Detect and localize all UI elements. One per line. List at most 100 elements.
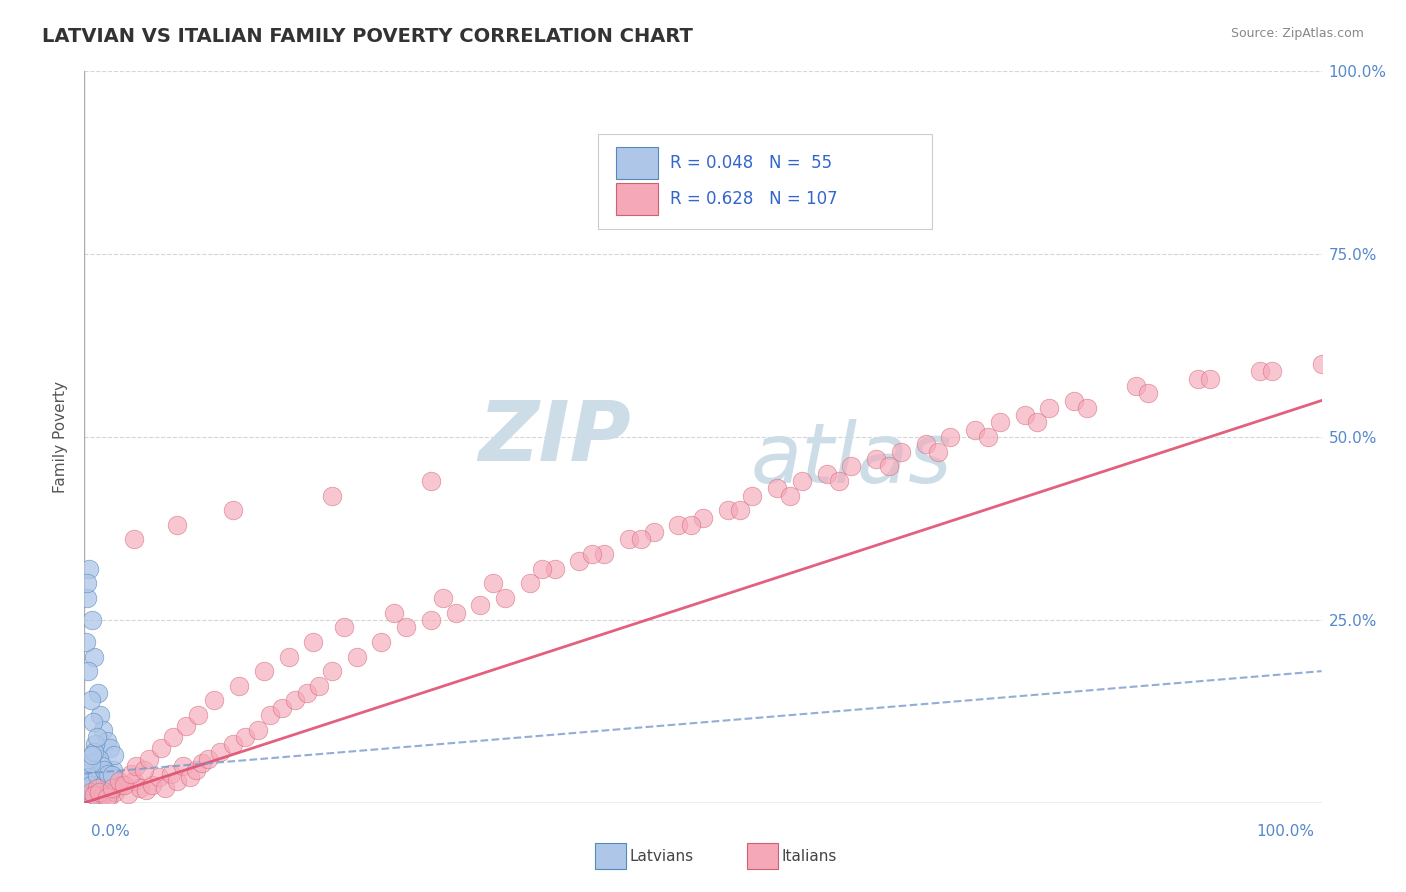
- Point: [481, 576, 503, 591]
- Point: [432, 591, 454, 605]
- Point: [877, 459, 900, 474]
- Point: [112, 778, 135, 792]
- Point: [295, 686, 318, 700]
- Point: [101, 763, 124, 777]
- Point: [174, 719, 197, 733]
- Point: [89, 752, 111, 766]
- Point: [104, 785, 127, 799]
- Point: [302, 635, 325, 649]
- Point: [395, 620, 418, 634]
- Point: [79, 562, 101, 576]
- Point: [89, 789, 111, 803]
- Point: [79, 693, 101, 707]
- Point: [79, 778, 101, 792]
- Point: [77, 770, 100, 784]
- Point: [531, 562, 554, 576]
- Point: [87, 778, 110, 792]
- Point: [914, 437, 936, 451]
- Point: [828, 474, 851, 488]
- Point: [110, 778, 132, 792]
- Point: [679, 517, 702, 532]
- Point: [96, 789, 118, 804]
- Point: [141, 778, 163, 792]
- Point: [98, 789, 121, 804]
- Point: [166, 773, 188, 788]
- Point: [100, 781, 122, 796]
- FancyBboxPatch shape: [616, 183, 658, 216]
- Point: [593, 547, 616, 561]
- Text: atlas: atlas: [751, 418, 952, 500]
- Point: [494, 591, 516, 605]
- Point: [308, 679, 330, 693]
- Point: [89, 781, 111, 796]
- Point: [91, 723, 114, 737]
- Point: [965, 423, 987, 437]
- Text: Italians: Italians: [782, 849, 837, 863]
- Point: [84, 782, 107, 797]
- Point: [222, 737, 245, 751]
- Point: [79, 756, 101, 770]
- Point: [1014, 408, 1036, 422]
- Point: [692, 510, 714, 524]
- Point: [103, 748, 125, 763]
- Point: [444, 606, 467, 620]
- Text: Latvians: Latvians: [630, 849, 695, 863]
- Point: [129, 781, 152, 796]
- Point: [841, 459, 863, 474]
- Point: [138, 752, 160, 766]
- Text: Source: ZipAtlas.com: Source: ZipAtlas.com: [1230, 27, 1364, 40]
- Point: [976, 430, 998, 444]
- Point: [202, 693, 225, 707]
- Point: [321, 489, 343, 503]
- Point: [233, 730, 256, 744]
- Point: [1261, 364, 1284, 378]
- Point: [98, 740, 121, 755]
- Point: [568, 554, 591, 568]
- Point: [89, 775, 111, 789]
- Point: [79, 785, 101, 799]
- Y-axis label: Family Poverty: Family Poverty: [52, 381, 67, 493]
- Text: ZIP: ZIP: [478, 397, 631, 477]
- Point: [1125, 379, 1147, 393]
- Point: [97, 772, 120, 787]
- Point: [89, 785, 111, 799]
- Point: [80, 748, 103, 763]
- Point: [153, 781, 176, 796]
- Point: [75, 635, 97, 649]
- Point: [132, 763, 155, 777]
- Point: [370, 635, 392, 649]
- Point: [382, 606, 405, 620]
- Point: [277, 649, 299, 664]
- Point: [76, 785, 98, 799]
- Text: 100.0%: 100.0%: [1257, 824, 1315, 838]
- Point: [346, 649, 368, 664]
- Point: [122, 533, 145, 547]
- Point: [91, 787, 114, 801]
- Point: [271, 700, 294, 714]
- Point: [160, 766, 183, 780]
- Point: [80, 613, 103, 627]
- Point: [82, 787, 104, 801]
- Point: [162, 730, 184, 744]
- Point: [93, 763, 115, 777]
- Point: [76, 591, 98, 605]
- Point: [1026, 416, 1049, 430]
- Point: [1199, 371, 1222, 385]
- Point: [150, 740, 173, 755]
- Point: [117, 787, 139, 801]
- Point: [103, 775, 125, 789]
- Point: [96, 770, 118, 784]
- Point: [728, 503, 751, 517]
- Point: [187, 708, 209, 723]
- Point: [519, 576, 541, 591]
- Point: [228, 679, 250, 693]
- Point: [209, 745, 232, 759]
- Point: [80, 773, 103, 788]
- Point: [197, 752, 219, 766]
- Point: [790, 474, 813, 488]
- Text: R = 0.048   N =  55: R = 0.048 N = 55: [669, 153, 832, 172]
- Point: [1038, 401, 1060, 415]
- Point: [108, 773, 131, 788]
- FancyBboxPatch shape: [616, 146, 658, 179]
- Point: [100, 782, 122, 797]
